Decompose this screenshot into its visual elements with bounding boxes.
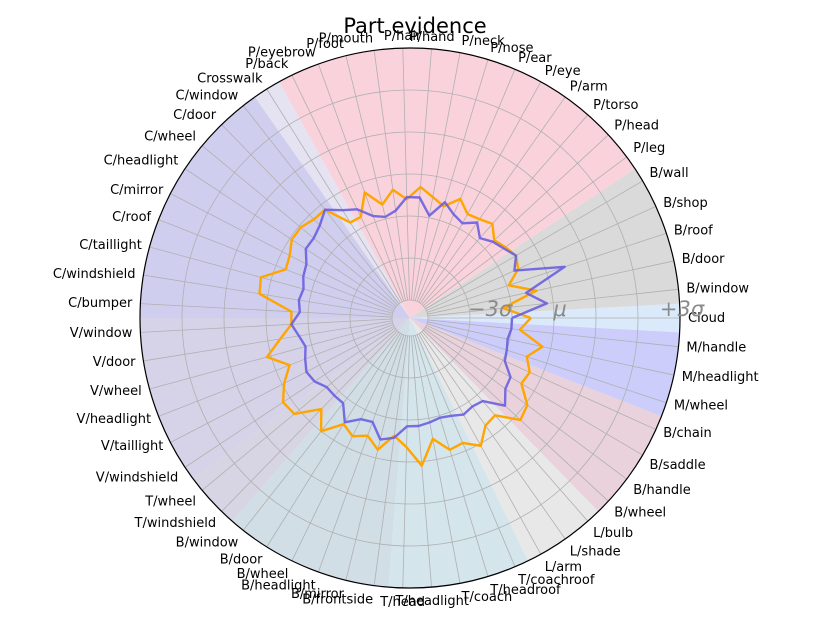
- category-label: B/frontside: [302, 593, 373, 608]
- grid-ring: [349, 257, 471, 379]
- category-label: Cloud: [688, 311, 725, 326]
- data-series: [258, 185, 566, 467]
- category-label: P/hair: [384, 29, 422, 44]
- sector-band-bicycle: [410, 318, 662, 512]
- sector-band-building: [410, 168, 680, 318]
- category-label: M/handle: [686, 341, 746, 356]
- category-label: B/shop: [663, 196, 708, 211]
- category-label: V/door: [93, 355, 136, 370]
- category-label: T/coachroof: [517, 573, 595, 588]
- category-label: T/headlight: [394, 594, 469, 609]
- grid-ring: [265, 173, 555, 463]
- category-label: P/arm: [570, 80, 608, 95]
- sector-band-motorbike: [410, 318, 680, 417]
- category-label: P/mouth: [319, 32, 373, 47]
- ring-label: +3σ: [660, 297, 705, 321]
- category-label: Crosswalk: [197, 71, 263, 86]
- series-line-2: [290, 195, 566, 441]
- category-label: L/arm: [545, 560, 582, 575]
- category-label: P/neck: [462, 34, 506, 49]
- sector-band-bus: [232, 318, 410, 588]
- grid-ring: [223, 131, 597, 505]
- category-label: P/nose: [490, 41, 533, 56]
- ring-label: −3σ: [468, 297, 513, 321]
- category-label: V/windshield: [96, 471, 179, 486]
- category-label: P/leg: [633, 141, 665, 156]
- category-label: B/door: [682, 252, 725, 267]
- category-label: C/taillight: [79, 238, 142, 253]
- category-label: P/head: [614, 118, 659, 133]
- category-label: V/wheel: [90, 384, 142, 399]
- category-label: P/eyebrow: [248, 46, 316, 61]
- ring-labels: −3σ μ +3σ: [468, 297, 705, 321]
- radar-grid: [139, 47, 681, 589]
- category-label: P/foot: [306, 37, 344, 52]
- category-label: T/head: [379, 595, 425, 610]
- category-label: V/taillight: [101, 439, 163, 454]
- outer-ring: [139, 47, 681, 589]
- category-label: B/handle: [633, 483, 691, 498]
- category-label: P/ear: [518, 51, 552, 66]
- series-line-1: [258, 185, 544, 467]
- category-label: C/bumper: [68, 296, 133, 311]
- category-label: P/hand: [410, 30, 455, 45]
- category-label: B/saddle: [650, 458, 706, 473]
- category-label: B/headlight: [241, 579, 316, 594]
- category-label: C/wheel: [144, 130, 196, 145]
- category-label: M/headlight: [682, 370, 759, 385]
- sector-band-person: [279, 48, 635, 319]
- category-label: V/headlight: [77, 412, 152, 427]
- category-label: P/torso: [593, 98, 638, 113]
- ring-label: μ: [552, 297, 566, 321]
- category-label: B/door: [220, 553, 263, 568]
- category-label: C/windshield: [53, 267, 136, 282]
- sector-band-train: [388, 318, 529, 588]
- category-label: C/headlight: [104, 153, 179, 168]
- category-label: T/headroof: [489, 583, 561, 598]
- category-label: T/wheel: [144, 494, 196, 509]
- category-label: P/eye: [545, 64, 581, 79]
- category-label: B/chain: [663, 426, 712, 441]
- category-label: B/mirror: [291, 587, 345, 602]
- sector-band-truck: [193, 318, 410, 522]
- grid-ring: [391, 299, 429, 337]
- chart-title: Part evidence: [343, 14, 486, 38]
- category-label: B/wall: [650, 166, 689, 181]
- category-label: B/window: [176, 536, 239, 551]
- category-label: C/window: [176, 88, 239, 103]
- category-label: B/wheel: [614, 506, 666, 521]
- sector-band-vehicle: [140, 318, 410, 480]
- category-label: V/window: [70, 326, 133, 341]
- category-label: B/window: [686, 282, 749, 297]
- sector-band-lamp: [410, 318, 599, 561]
- category-label: C/door: [173, 108, 217, 123]
- category-label: B/wheel: [237, 567, 289, 582]
- category-label: L/bulb: [593, 526, 633, 541]
- sector-band-crosswalk: [254, 81, 410, 318]
- category-label: P/back: [245, 57, 289, 72]
- category-label: T/coach: [461, 590, 513, 605]
- category-label: C/mirror: [110, 183, 164, 198]
- category-label: B/roof: [674, 224, 713, 239]
- category-label: M/wheel: [674, 398, 728, 413]
- category-label: C/roof: [112, 210, 151, 225]
- category-label: L/shade: [570, 545, 621, 560]
- category-label: T/windshield: [134, 516, 217, 531]
- category-labels: Cloud B/window B/door B/roof B/shop B/wall P/l…: [53, 29, 759, 610]
- grid-ring: [181, 89, 639, 547]
